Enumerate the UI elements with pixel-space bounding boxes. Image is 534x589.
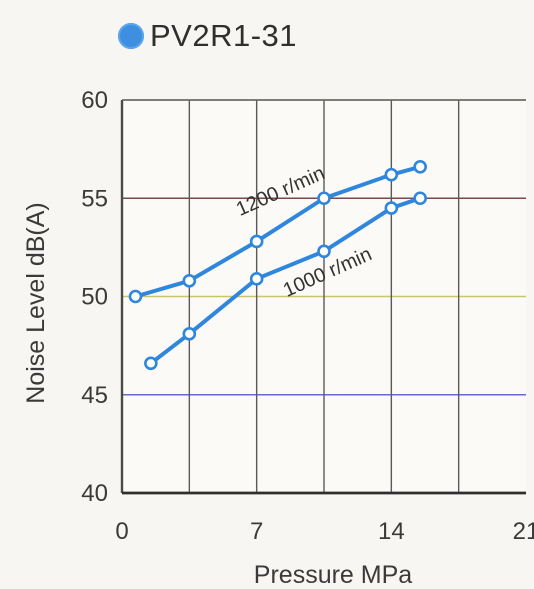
series-1-point-3 <box>317 244 331 259</box>
series-0-point-1 <box>182 273 197 288</box>
series-0-point-3 <box>317 191 331 206</box>
x-tick-label-14: 14 <box>378 518 405 545</box>
x-axis-label: Pressure MPa <box>254 561 412 589</box>
chart-title-row: PV2R1-31 <box>118 16 297 56</box>
series-0-point-4 <box>384 167 399 182</box>
series-1-point-1 <box>182 327 197 341</box>
y-tick-label-40: 40 <box>81 480 108 507</box>
y-axis-label: Noise Level dB(A) <box>22 202 50 403</box>
y-tick-label-50: 50 <box>81 284 108 311</box>
y-tick-label-45: 45 <box>81 382 108 409</box>
x-tick-label-21: 21 <box>513 518 534 545</box>
series-1-point-2 <box>249 272 264 286</box>
x-tick-label-0: 0 <box>115 518 128 545</box>
series-1-point-0 <box>144 356 158 371</box>
y-tick-label-60: 60 <box>81 87 108 114</box>
series-0-point-2 <box>249 234 264 249</box>
series-0-point-0 <box>128 289 143 304</box>
chart-series <box>128 160 427 371</box>
x-tick-label-7: 7 <box>250 518 263 545</box>
chart-title: PV2R1-31 <box>150 18 298 53</box>
chart-axes <box>120 99 526 495</box>
series-1-point-4 <box>384 201 399 215</box>
series-0-point-5 <box>413 160 427 174</box>
series-1-point-5 <box>413 191 427 206</box>
y-tick-label-55: 55 <box>81 185 108 212</box>
title-bullet-icon <box>118 23 144 49</box>
chart-grid <box>122 99 526 495</box>
